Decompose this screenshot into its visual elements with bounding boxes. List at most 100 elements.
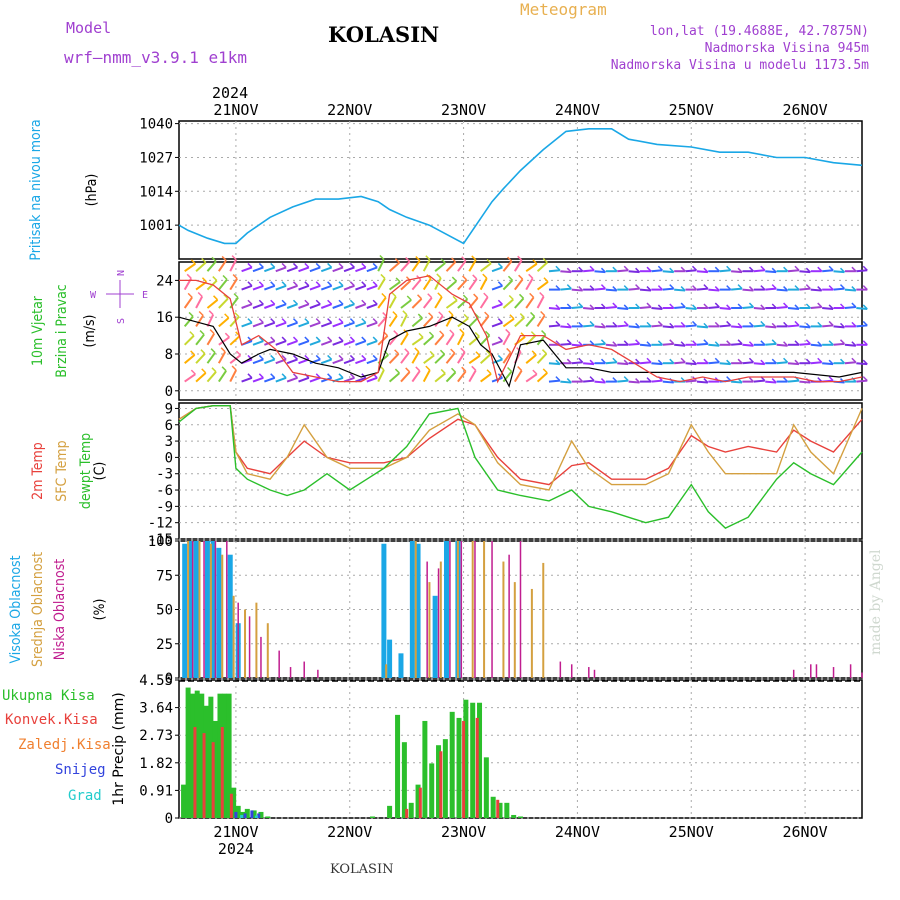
wind-barb <box>217 351 227 364</box>
wind-barb-flag <box>680 302 686 308</box>
wind-barb-flag <box>805 339 811 345</box>
wind-barb <box>787 307 800 310</box>
wind-barb <box>708 343 720 347</box>
precip-total-bar <box>208 696 214 818</box>
wind-barb <box>662 325 674 329</box>
wind-barb <box>343 358 355 365</box>
wind-barb <box>742 343 754 347</box>
wind-barb <box>411 317 423 328</box>
wind-barb <box>833 325 845 329</box>
wind-barb-flag <box>817 266 823 272</box>
ytick-label-temperature: -3 <box>156 467 173 483</box>
wind-barb <box>525 277 534 291</box>
precip-total-bar <box>212 720 218 818</box>
wind-barb <box>366 303 378 309</box>
wind-barb <box>422 278 432 291</box>
precip-total-bar <box>222 693 228 818</box>
wind-barb-flag <box>578 341 584 347</box>
wind-barb-flag <box>258 354 264 360</box>
precip-snow-bar <box>243 813 247 818</box>
wind-barb <box>320 266 332 273</box>
cloud-mid-bar <box>221 554 224 678</box>
wind-barb-flag <box>209 329 215 335</box>
ytick-label-precipitation: 3.64 <box>139 701 173 717</box>
cloud-low-bar <box>303 661 305 678</box>
wind-barb-flag <box>748 341 754 347</box>
wind-barb <box>674 361 686 365</box>
wind-barb-flag <box>450 348 456 354</box>
cloud-low-bar <box>449 541 451 678</box>
wind-barb <box>594 325 606 329</box>
wind-barb-flag <box>518 293 525 299</box>
wind-barb-flag <box>418 332 424 338</box>
ytick-label-temperature: -12 <box>148 516 173 532</box>
wind-barb-flag <box>189 331 195 337</box>
wind-barb-flag <box>361 336 367 342</box>
wind-barb <box>184 354 196 364</box>
ylabel-temperature-0: 2m Temp <box>30 442 46 500</box>
x-top-tick-label: 22NOV <box>327 101 372 119</box>
precip-conv-bar <box>475 717 479 818</box>
wind-barb-flag <box>714 321 720 327</box>
wind-barb <box>298 266 310 273</box>
wind-barb-flag <box>472 274 478 280</box>
wind-barb <box>332 284 344 291</box>
wind-barb-flag <box>417 294 423 300</box>
precip-total-bar <box>190 693 196 818</box>
wind-barb <box>264 266 276 273</box>
precip-total-bar <box>181 784 187 818</box>
ytick-label-precipitation: 0 <box>165 811 173 827</box>
wind-barb-flag <box>292 318 299 324</box>
wind-barb-flag <box>394 349 400 355</box>
wind-barb-flag <box>805 358 811 364</box>
wind-barb <box>856 379 868 383</box>
wind-barb <box>229 335 241 346</box>
wind-barb-flag <box>851 321 857 327</box>
wind-barb-flag <box>220 347 226 353</box>
wind-barb-flag <box>541 349 547 355</box>
ylabel-cloud_cover-1: Srednja Oblacnost <box>30 552 46 667</box>
wind-barb <box>560 325 572 329</box>
wind-barb <box>810 288 822 292</box>
wind-barb-flag <box>623 320 629 326</box>
wind-barb <box>856 269 868 273</box>
wind-barb <box>765 380 777 384</box>
wind-barb-flag <box>817 377 823 383</box>
wind-barb <box>468 259 477 272</box>
wind-barb-flag <box>414 347 420 353</box>
wind-barb <box>445 280 457 291</box>
wind-barb <box>731 380 743 384</box>
wind-barb <box>355 284 367 291</box>
wind-barb-flag <box>462 275 468 281</box>
wind-barb-flag <box>578 321 584 327</box>
wind-barb <box>320 321 332 328</box>
wind-barb <box>844 361 856 365</box>
wind-barb <box>366 358 378 365</box>
wind-barb <box>377 296 387 309</box>
wind-barb-flag <box>805 284 811 290</box>
wind-barb-flag <box>817 341 823 347</box>
wind-barb <box>708 306 720 309</box>
wind-barb <box>445 352 456 364</box>
wind-barb-flag <box>507 275 513 281</box>
wind-barb-flag <box>635 303 641 309</box>
wind-barb <box>457 351 466 364</box>
wind-barb-flag <box>623 376 629 382</box>
wind-barb <box>799 342 811 346</box>
wind-barb-flag <box>213 295 219 301</box>
station-title: KOLASIN <box>328 22 440 47</box>
wind-barb-flag <box>566 378 572 384</box>
cloud-low-bar <box>226 541 228 678</box>
wind-barb <box>229 354 242 364</box>
wind-barb-flag <box>657 340 663 346</box>
wind-barb-flag <box>771 358 777 364</box>
wind-barb-flag <box>338 354 344 360</box>
wind-barb <box>708 288 720 292</box>
cloud-high-bar <box>409 541 415 678</box>
wind-barb-flag <box>623 340 629 346</box>
wind-barb <box>822 307 834 310</box>
wind-barb <box>286 376 298 383</box>
wind-barb <box>502 351 512 364</box>
wind-barb-flag <box>247 318 253 324</box>
